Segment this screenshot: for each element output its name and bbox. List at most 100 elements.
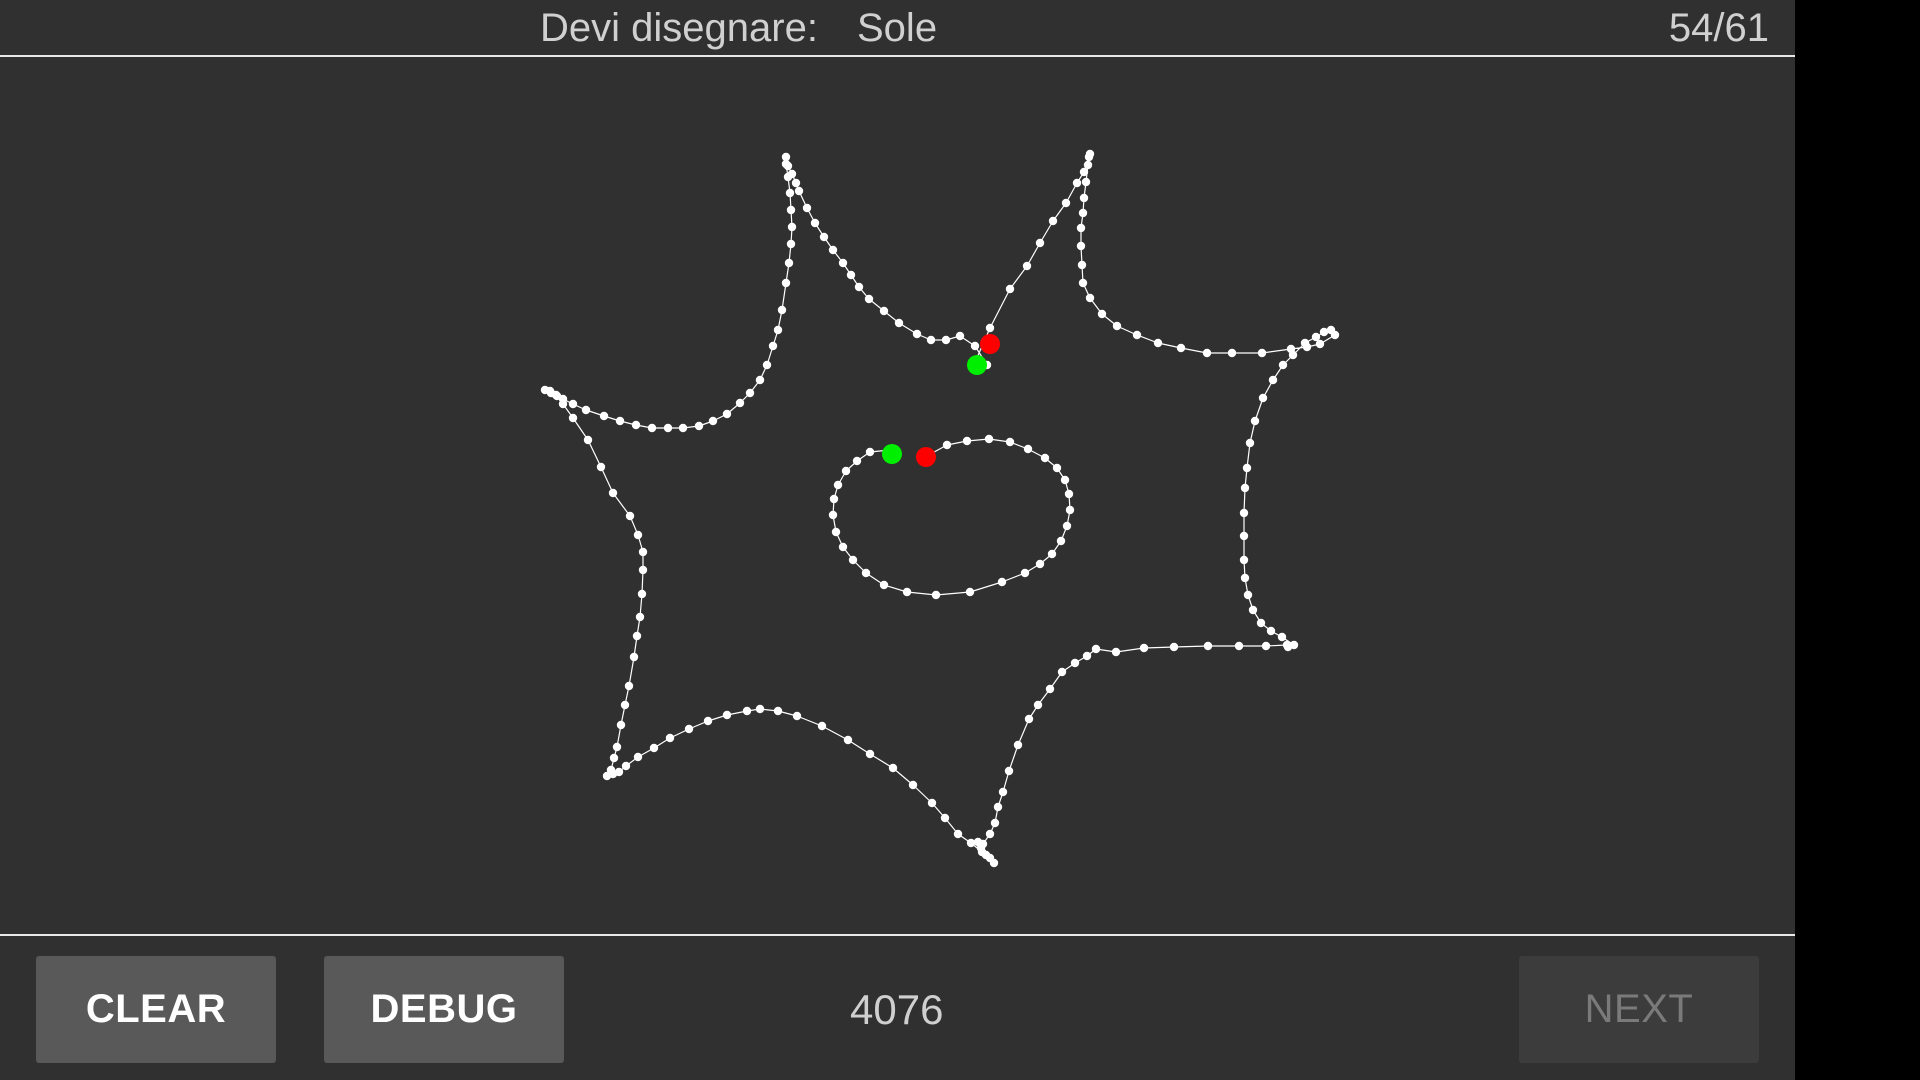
- stroke-point: [861, 568, 871, 578]
- outer-stroke-end-marker: [980, 334, 1000, 354]
- stroke-point: [993, 802, 1003, 812]
- stroke-point: [745, 388, 755, 398]
- stroke-point: [1045, 684, 1055, 694]
- stroke-point: [990, 818, 1000, 828]
- stroke-point: [865, 447, 875, 457]
- stroke-point: [940, 813, 950, 823]
- stroke-point: [966, 838, 976, 848]
- stroke-point: [838, 258, 848, 268]
- stroke-point: [1302, 342, 1312, 352]
- stroke-point: [1077, 260, 1087, 270]
- stroke-point: [1005, 284, 1015, 294]
- stroke-point: [852, 456, 862, 466]
- debug-button[interactable]: DEBUG: [324, 956, 564, 1063]
- stroke-point: [615, 416, 625, 426]
- clear-button[interactable]: CLEAR: [36, 956, 276, 1063]
- stroke-point: [1266, 626, 1276, 636]
- stroke-point: [965, 587, 975, 597]
- stroke-point: [633, 530, 643, 540]
- stroke-point: [1261, 641, 1271, 651]
- stroke-point: [684, 724, 694, 734]
- stroke-point: [1064, 489, 1074, 499]
- stroke-point: [846, 270, 856, 280]
- stroke-point: [583, 435, 593, 445]
- stroke-point: [902, 587, 912, 597]
- stroke-point: [552, 391, 562, 401]
- stroke-point: [1240, 573, 1250, 583]
- stroke-point: [927, 798, 937, 808]
- stroke-point: [828, 245, 838, 255]
- markers-layer: [882, 334, 1000, 467]
- stroke-point: [1070, 658, 1080, 668]
- stroke-point: [786, 239, 796, 249]
- stroke-point: [1176, 343, 1186, 353]
- stroke-point: [637, 589, 647, 599]
- stroke-point: [1060, 475, 1070, 485]
- stroke-point: [1257, 348, 1267, 358]
- stroke-point: [635, 612, 645, 622]
- stroke-point: [1035, 559, 1045, 569]
- stroke-point: [848, 555, 858, 565]
- stroke-point: [649, 743, 659, 753]
- header-bar: Devi disegnare: Sole 54/61: [0, 0, 1795, 57]
- stroke-point: [817, 721, 827, 731]
- stroke-point: [616, 720, 626, 730]
- stroke-point: [1258, 393, 1268, 403]
- stroke-point: [841, 466, 851, 476]
- stroke-point: [781, 159, 791, 169]
- stroke-point: [722, 409, 732, 419]
- stroke-point: [1047, 549, 1057, 559]
- stroke-point: [632, 631, 642, 641]
- stroke-point: [786, 205, 796, 215]
- stroke-point: [768, 341, 778, 351]
- stroke-point: [888, 763, 898, 773]
- stroke-point: [1289, 640, 1299, 650]
- stroke-point: [783, 172, 793, 182]
- app-window: Devi disegnare: Sole 54/61 CLEAR DEBUG 4…: [0, 0, 1795, 1080]
- stroke-point: [1072, 178, 1082, 188]
- stroke-point: [791, 178, 801, 188]
- stroke-point: [1052, 463, 1062, 473]
- stroke-point: [762, 360, 772, 370]
- stroke-point: [829, 494, 839, 504]
- stroke-point: [953, 829, 963, 839]
- stroke-point: [1278, 360, 1288, 370]
- stroke-point: [596, 462, 606, 472]
- stroke-point: [1035, 238, 1045, 248]
- next-button[interactable]: NEXT: [1519, 956, 1759, 1063]
- stroke-point: [1061, 198, 1071, 208]
- stroke-point: [1239, 555, 1249, 565]
- stroke-point: [819, 232, 829, 242]
- stroke-point: [735, 398, 745, 408]
- stroke-point: [981, 850, 991, 860]
- stroke-point: [614, 767, 624, 777]
- stroke-point: [1081, 177, 1091, 187]
- stroke-point: [1153, 338, 1163, 348]
- drawing-canvas[interactable]: [0, 58, 1795, 934]
- stroke-point: [997, 577, 1007, 587]
- stroke-point: [1203, 641, 1213, 651]
- stroke-point: [568, 399, 578, 409]
- stroke-point: [989, 858, 999, 868]
- stroke-point: [1079, 193, 1089, 203]
- stroke-point: [599, 411, 609, 421]
- stroke-point: [1004, 766, 1014, 776]
- stroke-point: [985, 323, 995, 333]
- stroke-point: [1242, 463, 1252, 473]
- score-value: 4076: [850, 986, 944, 1033]
- stroke-point: [941, 335, 951, 345]
- stroke-point: [879, 306, 889, 316]
- stroke-point: [1234, 641, 1244, 651]
- stroke-point: [1057, 667, 1067, 677]
- stroke-point: [1083, 160, 1093, 170]
- stroke-point: [1062, 521, 1072, 531]
- stroke-point: [794, 186, 804, 196]
- stroke-point: [1111, 647, 1121, 657]
- stroke-point: [1065, 505, 1075, 515]
- stroke-point: [833, 480, 843, 490]
- stroke-point: [781, 152, 791, 162]
- stroke-point: [1091, 644, 1101, 654]
- stroke-point: [1078, 208, 1088, 218]
- stroke-point: [1169, 642, 1179, 652]
- stroke-point: [703, 716, 713, 726]
